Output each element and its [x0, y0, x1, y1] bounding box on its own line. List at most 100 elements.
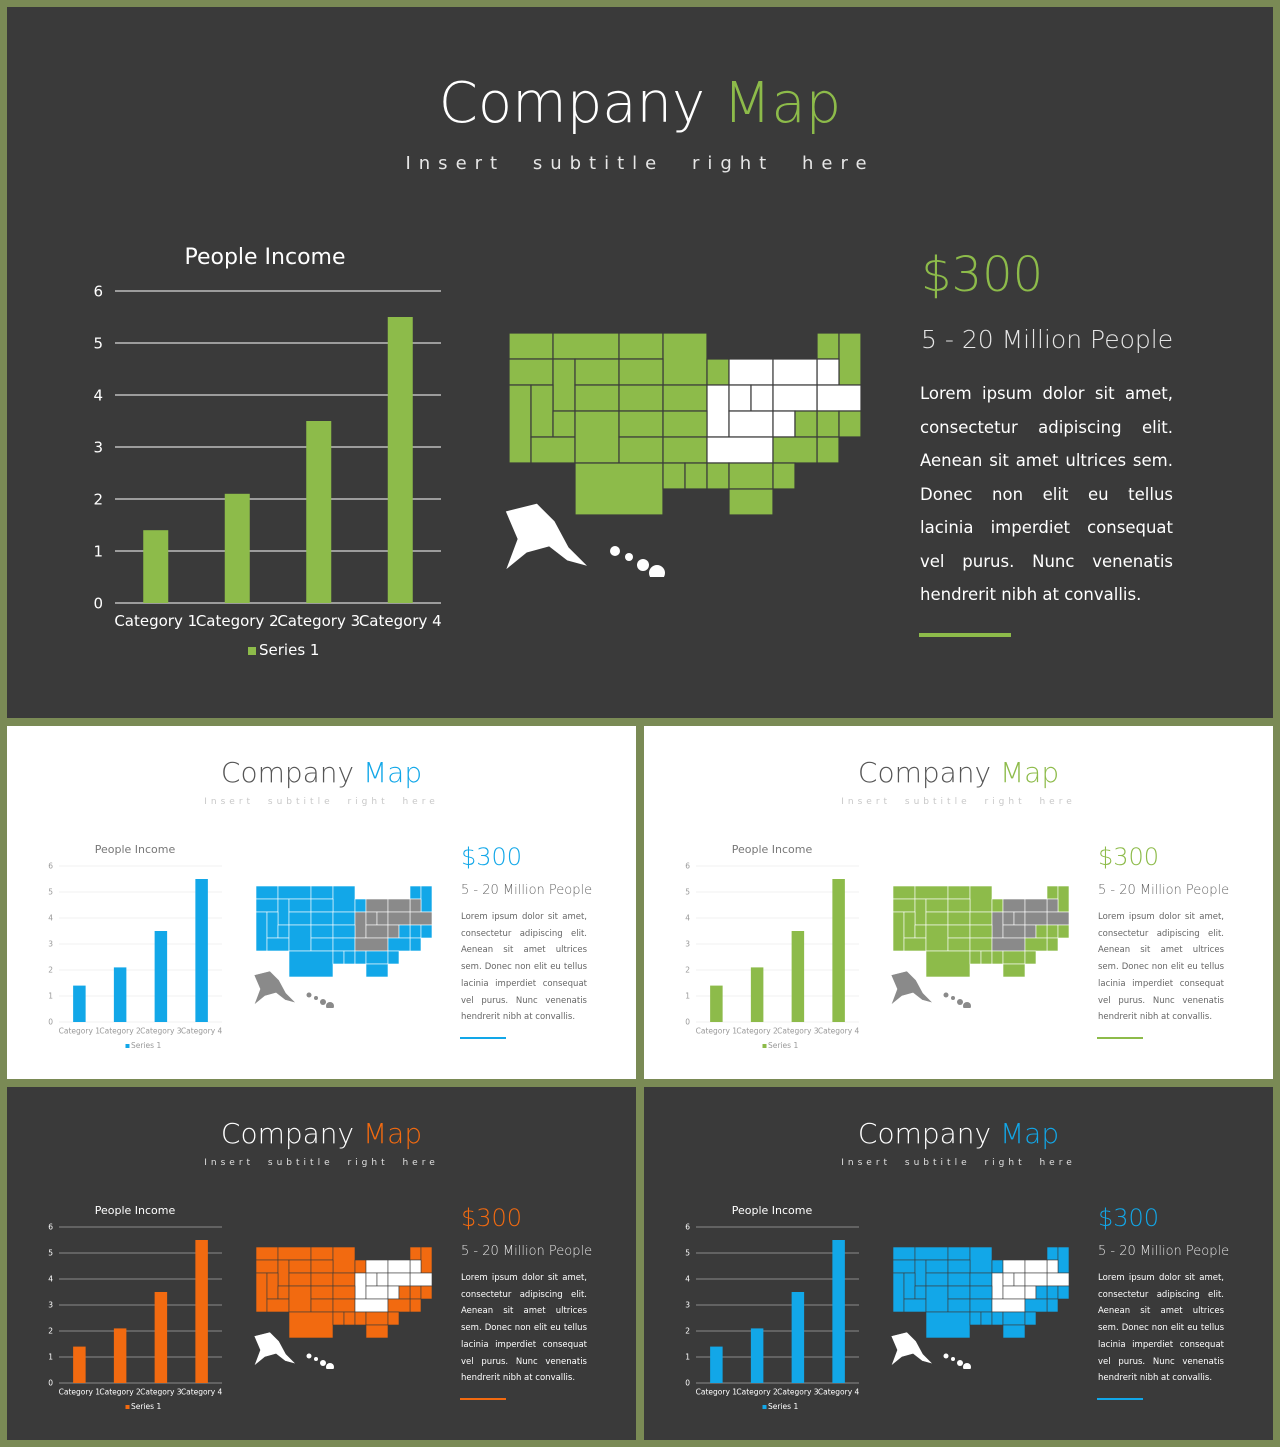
hawaii-island: [326, 1002, 334, 1008]
state-shape: [409, 1259, 422, 1274]
state-shape: [903, 911, 916, 939]
state-shape: [1046, 1246, 1059, 1261]
state-shape: [310, 1285, 334, 1300]
state-shape: [266, 911, 279, 939]
hawaii-island: [649, 565, 665, 577]
legend-swatch: [248, 647, 256, 655]
y-tick-label: 1: [685, 1353, 690, 1362]
state-shape: [310, 1298, 334, 1313]
state-shape: [750, 384, 774, 412]
state-shape: [1002, 1272, 1015, 1287]
y-tick-label: 2: [685, 1327, 690, 1336]
state-shape: [969, 1246, 993, 1274]
legend-label: Series 1: [131, 1402, 161, 1411]
state-shape: [574, 410, 620, 464]
y-tick-label: 0: [685, 1379, 690, 1388]
y-tick-label: 6: [685, 862, 690, 871]
x-tick-label: Category 4: [181, 1388, 223, 1397]
hawaii-island: [637, 559, 649, 571]
x-tick-label: Category 2: [196, 612, 279, 630]
state-shape: [332, 885, 356, 913]
state-shape: [925, 898, 949, 913]
state-shape: [1024, 1272, 1048, 1287]
state-shape: [816, 332, 840, 360]
state-shape: [1057, 885, 1070, 913]
chart-title: People Income: [184, 245, 346, 270]
bar: [113, 1328, 127, 1383]
state-shape: [1046, 1298, 1059, 1313]
alaska-shape: [253, 970, 298, 1006]
state-shape: [354, 1259, 367, 1274]
state-shape: [991, 898, 1004, 913]
price-value: $300: [921, 247, 1044, 303]
state-shape: [365, 1259, 389, 1274]
state-shape: [1002, 924, 1026, 939]
state-shape: [618, 358, 664, 386]
state-shape: [991, 937, 1026, 952]
state-shape: [1002, 898, 1026, 913]
bar: [73, 985, 86, 1022]
state-shape: [1024, 950, 1037, 965]
state-shape: [310, 937, 334, 952]
state-shape: [903, 937, 927, 952]
state-shape: [332, 1285, 356, 1300]
state-shape: [552, 358, 576, 412]
state-shape: [914, 924, 927, 939]
state-shape: [288, 1272, 312, 1287]
price-value: $300: [1098, 843, 1160, 871]
state-shape: [903, 1272, 916, 1300]
bar: [143, 530, 169, 603]
state-shape: [1046, 1285, 1059, 1300]
state-shape: [706, 384, 730, 438]
x-tick-label: Category 1: [59, 1027, 101, 1036]
state-shape: [1046, 885, 1059, 900]
state-shape: [365, 1285, 389, 1300]
y-tick-label: 2: [685, 966, 690, 975]
state-shape: [728, 462, 774, 490]
state-shape: [332, 1311, 345, 1326]
state-shape: [277, 1285, 290, 1300]
state-shape: [947, 1298, 971, 1313]
state-shape: [662, 384, 708, 412]
state-shape: [266, 937, 290, 952]
price-value: $300: [461, 843, 523, 871]
state-shape: [398, 924, 411, 939]
x-tick-label: Category 1: [59, 1388, 101, 1397]
state-shape: [332, 911, 356, 926]
state-shape: [1013, 911, 1026, 926]
title-main: Company: [438, 71, 706, 136]
state-shape: [991, 1311, 1004, 1326]
y-tick-label: 5: [48, 1249, 53, 1258]
us-map: [503, 332, 862, 577]
state-shape: [266, 1298, 290, 1313]
state-shape: [1046, 937, 1059, 952]
y-tick-label: 4: [685, 1275, 690, 1284]
y-tick-label: 5: [48, 888, 53, 897]
slide-title: Company Map: [7, 71, 1273, 136]
price-value: $300: [461, 1204, 523, 1232]
state-shape: [574, 462, 664, 516]
state-shape: [772, 410, 796, 438]
state-shape: [277, 924, 290, 939]
hawaii-island: [314, 1357, 318, 1361]
state-shape: [365, 1324, 389, 1339]
state-shape: [288, 924, 312, 952]
y-tick-label: 5: [685, 888, 690, 897]
bar: [224, 493, 250, 603]
state-shape: [530, 436, 576, 464]
state-shape: [288, 950, 334, 978]
state-shape: [947, 911, 971, 926]
state-shape: [1035, 924, 1048, 939]
hawaii-island: [306, 992, 312, 998]
state-shape: [387, 1285, 400, 1300]
people-count: 5 - 20 Million People: [1098, 1244, 1230, 1259]
title-accent: Map: [363, 1117, 423, 1150]
state-shape: [420, 1285, 433, 1300]
state-shape: [706, 358, 730, 386]
x-tick-label: Category 2: [99, 1388, 141, 1397]
state-shape: [1046, 898, 1059, 913]
state-shape: [409, 898, 422, 913]
state-shape: [552, 410, 576, 438]
state-shape: [969, 1298, 993, 1313]
